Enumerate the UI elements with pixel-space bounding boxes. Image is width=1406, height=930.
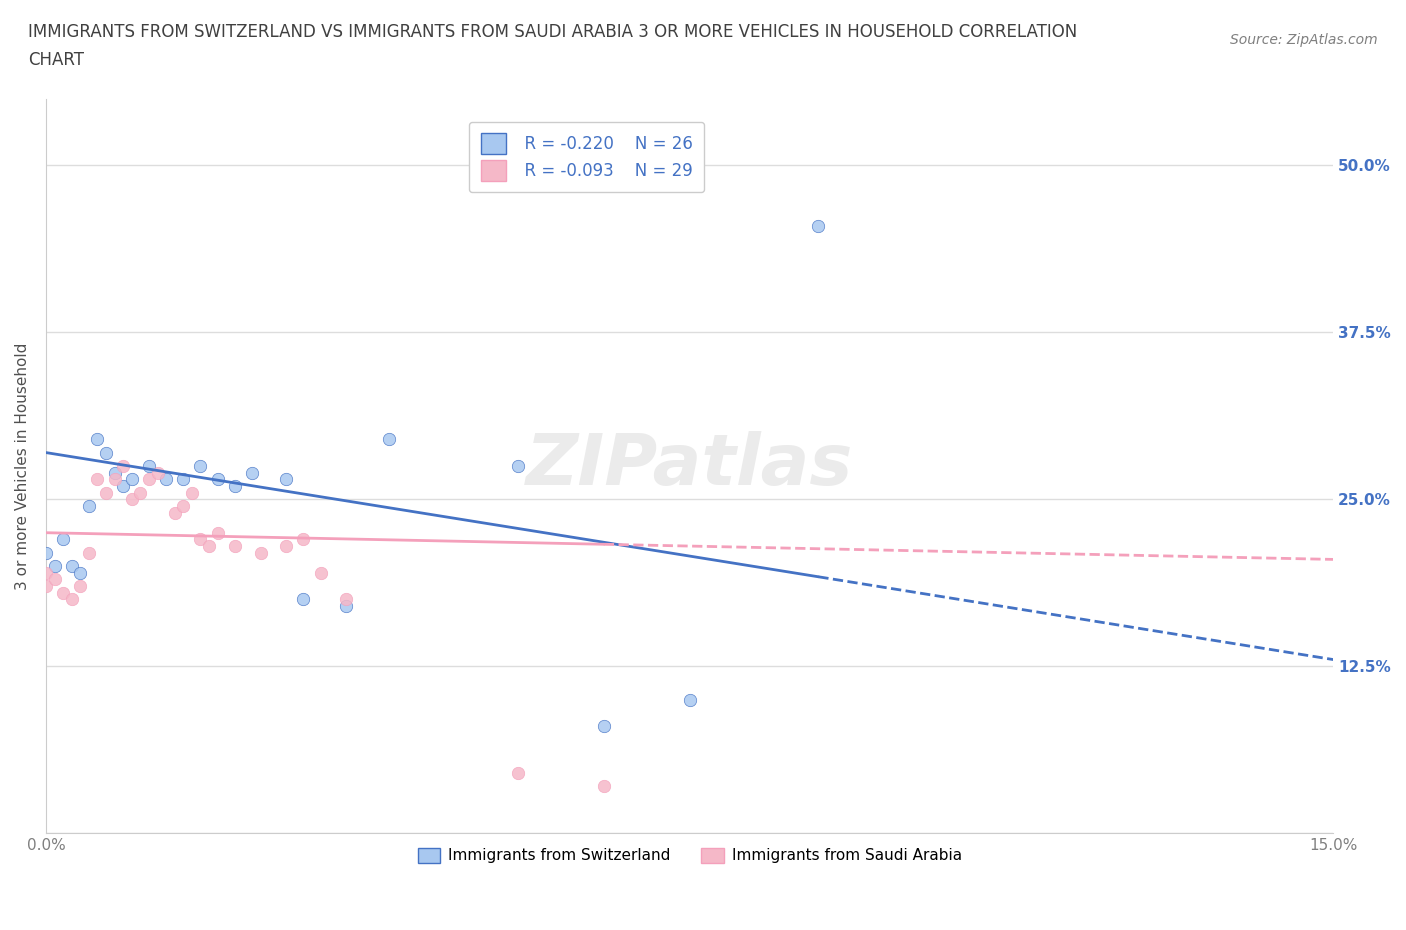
Point	[69, 565, 91, 580]
Legend: Immigrants from Switzerland, Immigrants from Saudi Arabia: Immigrants from Switzerland, Immigrants …	[412, 842, 967, 870]
Point	[249, 545, 271, 560]
Point	[335, 592, 357, 607]
Point	[60, 592, 83, 607]
Point	[678, 692, 700, 707]
Point	[146, 465, 169, 480]
Point	[592, 779, 614, 794]
Point	[112, 479, 135, 494]
Point	[77, 498, 100, 513]
Point	[52, 532, 75, 547]
Point	[155, 472, 177, 486]
Text: ZIPatlas: ZIPatlas	[526, 432, 853, 500]
Point	[94, 485, 117, 500]
Point	[506, 765, 529, 780]
Point	[44, 559, 66, 574]
Point	[86, 432, 108, 446]
Point	[163, 505, 186, 520]
Point	[69, 578, 91, 593]
Point	[112, 458, 135, 473]
Point	[121, 492, 143, 507]
Point	[292, 592, 315, 607]
Point	[335, 599, 357, 614]
Point	[378, 432, 401, 446]
Point	[276, 538, 298, 553]
Point	[94, 445, 117, 460]
Point	[309, 565, 332, 580]
Point	[292, 532, 315, 547]
Text: IMMIGRANTS FROM SWITZERLAND VS IMMIGRANTS FROM SAUDI ARABIA 3 OR MORE VEHICLES I: IMMIGRANTS FROM SWITZERLAND VS IMMIGRANT…	[28, 23, 1077, 41]
Point	[129, 485, 152, 500]
Point	[44, 572, 66, 587]
Point	[60, 559, 83, 574]
Point	[35, 578, 58, 593]
Point	[86, 472, 108, 486]
Point	[172, 472, 194, 486]
Point	[138, 472, 160, 486]
Point	[592, 719, 614, 734]
Point	[276, 472, 298, 486]
Point	[506, 458, 529, 473]
Point	[35, 545, 58, 560]
Point	[207, 525, 229, 540]
Point	[104, 472, 127, 486]
Point	[77, 545, 100, 560]
Point	[138, 458, 160, 473]
Point	[807, 219, 830, 233]
Point	[198, 538, 221, 553]
Text: Source: ZipAtlas.com: Source: ZipAtlas.com	[1230, 33, 1378, 46]
Point	[224, 538, 246, 553]
Y-axis label: 3 or more Vehicles in Household: 3 or more Vehicles in Household	[15, 342, 30, 590]
Point	[240, 465, 263, 480]
Point	[190, 458, 212, 473]
Point	[52, 585, 75, 600]
Point	[207, 472, 229, 486]
Point	[121, 472, 143, 486]
Text: CHART: CHART	[28, 51, 84, 69]
Point	[180, 485, 202, 500]
Point	[224, 479, 246, 494]
Point	[190, 532, 212, 547]
Point	[104, 465, 127, 480]
Point	[172, 498, 194, 513]
Point	[35, 565, 58, 580]
